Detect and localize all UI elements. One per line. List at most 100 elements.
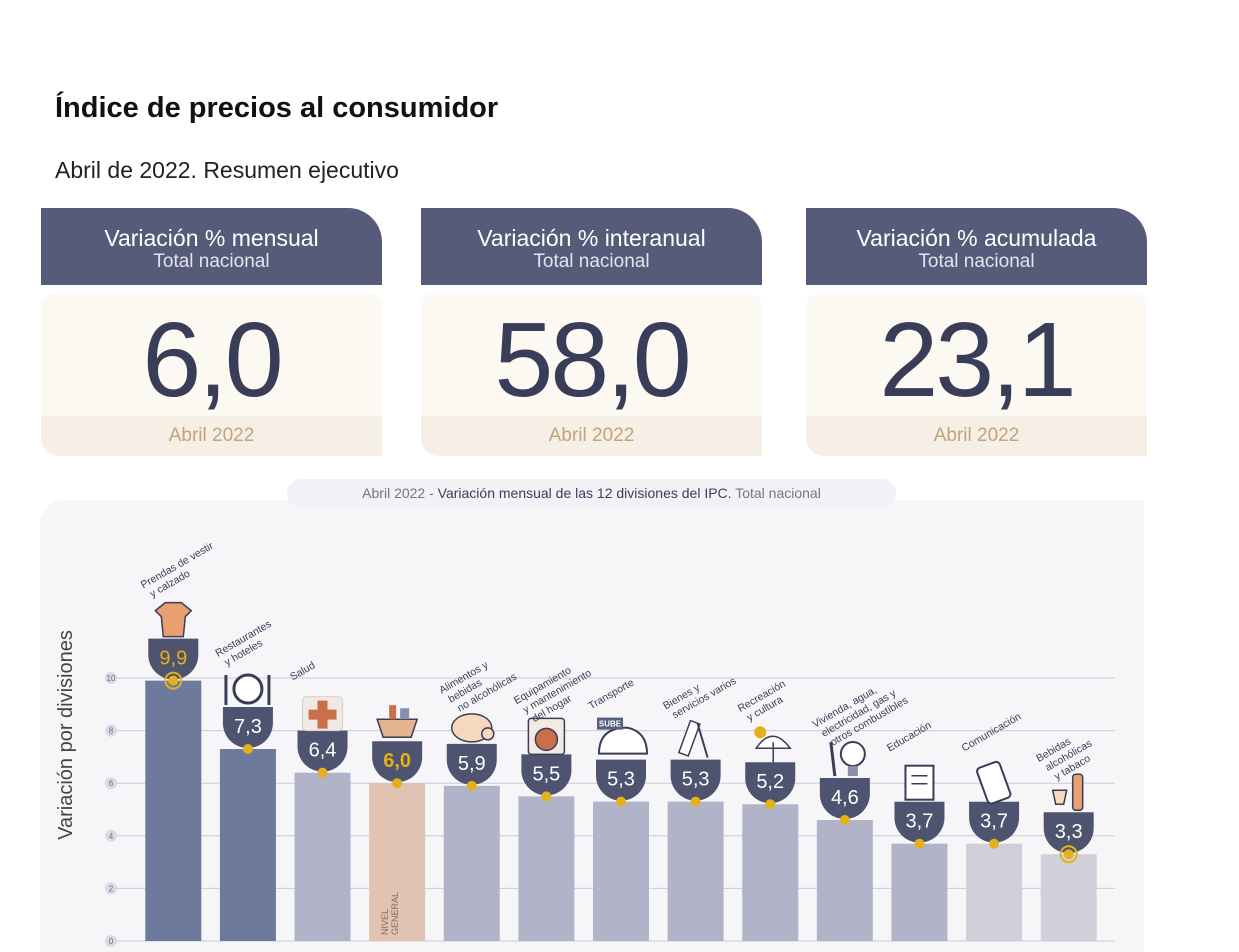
marker-dot — [392, 778, 403, 789]
washing-machine-icon — [527, 717, 566, 756]
marker-dot — [989, 838, 1000, 849]
value-badge — [819, 778, 870, 820]
value-label: 3,7 — [906, 811, 934, 833]
icon-shape — [754, 726, 767, 739]
bar — [219, 749, 276, 941]
icon-shape — [847, 766, 858, 777]
value-label: 5,3 — [682, 769, 710, 791]
bar — [891, 843, 948, 941]
value-label: 5,3 — [607, 769, 635, 791]
marker-dot — [914, 838, 925, 849]
icon-shape — [400, 708, 410, 720]
category-label: Salud — [288, 659, 317, 683]
icon-shape — [232, 673, 264, 705]
value-badge — [297, 730, 348, 772]
bar — [816, 820, 873, 941]
value-label: 3,7 — [980, 811, 1008, 833]
value-badge — [745, 762, 796, 804]
value-label: 5,2 — [756, 771, 784, 793]
y-tick-badge — [105, 672, 117, 684]
y-tick-badge — [105, 935, 117, 947]
icon-shape — [389, 705, 397, 720]
value-badge — [596, 759, 646, 801]
bottle-glass-icon — [1051, 773, 1084, 811]
icon-shape — [376, 718, 419, 738]
icon-shape — [534, 727, 559, 752]
card-period: Abril 2022 — [41, 416, 382, 456]
icon-shape — [829, 741, 837, 777]
card-header: Variación % mensual Total nacional — [41, 208, 382, 285]
value-badge — [372, 741, 423, 783]
chart-caption-bold: Variación mensual de las 12 divisiones d… — [437, 485, 732, 501]
marker-dot — [242, 744, 253, 755]
marker-ring — [164, 671, 183, 690]
subway-train-icon: SUBE — [597, 717, 649, 755]
icon-shape — [481, 727, 495, 741]
card-label: Variación % interanual — [477, 225, 706, 251]
value-badge — [446, 743, 497, 785]
icon-shape — [154, 601, 193, 638]
marker-dot — [616, 796, 626, 807]
y-tick-label: 6 — [109, 779, 114, 788]
value-label: 5,9 — [458, 753, 486, 775]
y-tick-badge — [105, 829, 117, 842]
bulb-tools-icon — [829, 741, 866, 777]
icon-shape — [1051, 789, 1068, 805]
chart-caption: Abril 2022 - Variación mensual de las 12… — [287, 479, 896, 508]
bar — [294, 772, 351, 941]
notebook-icon — [904, 764, 935, 801]
icon-shape — [677, 719, 701, 757]
card-period: Abril 2022 — [421, 416, 762, 456]
card-monthly: Variación % mensual Total nacional 6,0 A… — [41, 208, 382, 456]
bar — [1040, 854, 1097, 941]
value-label: 7,3 — [234, 716, 262, 738]
bar — [593, 801, 649, 941]
card-value: 6,0 — [142, 301, 283, 419]
value-badge — [521, 754, 572, 796]
marker-dot — [1063, 849, 1074, 860]
icon-shape — [696, 723, 709, 758]
value-badge — [148, 638, 199, 680]
marker-dot — [466, 780, 477, 791]
y-tick-badge — [105, 777, 117, 790]
card-body: 6,0 Abril 2022 — [41, 293, 382, 456]
marker-dot — [690, 796, 701, 807]
card-body: 23,1 Abril 2022 — [806, 293, 1147, 456]
bar — [369, 783, 426, 941]
value-label: 5,5 — [532, 763, 560, 785]
card-period: Abril 2022 — [806, 416, 1147, 456]
bar — [966, 843, 1023, 941]
value-badge — [969, 801, 1020, 843]
marker-dot — [765, 799, 776, 810]
card-header: Variación % acumulada Total nacional — [806, 208, 1147, 285]
bar — [145, 680, 202, 941]
page-subtitle: Abril de 2022. Resumen ejecutivo — [55, 157, 399, 183]
y-tick-badge — [105, 882, 117, 895]
y-axis-label: Variación por divisiones — [55, 630, 77, 840]
icon-shape — [1071, 773, 1084, 811]
category-label: Comunicación — [960, 711, 1024, 755]
icon-shape — [597, 726, 649, 755]
value-label: 4,6 — [831, 787, 859, 809]
medical-cross-icon — [302, 696, 344, 732]
card-sublabel: Total nacional — [153, 251, 270, 272]
plate-cutlery-icon — [224, 673, 271, 706]
category-label: Transporte — [587, 677, 637, 713]
y-tick-label: 10 — [107, 674, 116, 683]
card-accumulated: Variación % acumulada Total nacional 23,… — [806, 208, 1147, 456]
category-label: NIVEL — [380, 909, 390, 935]
value-badge — [670, 759, 721, 801]
marker-ring — [1059, 845, 1078, 864]
card-value: 23,1 — [879, 301, 1076, 419]
marker-dot — [541, 791, 552, 802]
value-badge — [894, 801, 945, 843]
value-badge — [1043, 812, 1094, 854]
comb-scissors-icon — [677, 719, 709, 758]
marker-dot — [317, 767, 328, 778]
umbrella-sun-icon — [754, 726, 792, 763]
chicken-icon — [451, 713, 495, 743]
card-label: Variación % acumulada — [856, 225, 1097, 251]
bar — [667, 801, 724, 941]
marker-dot — [839, 815, 850, 826]
